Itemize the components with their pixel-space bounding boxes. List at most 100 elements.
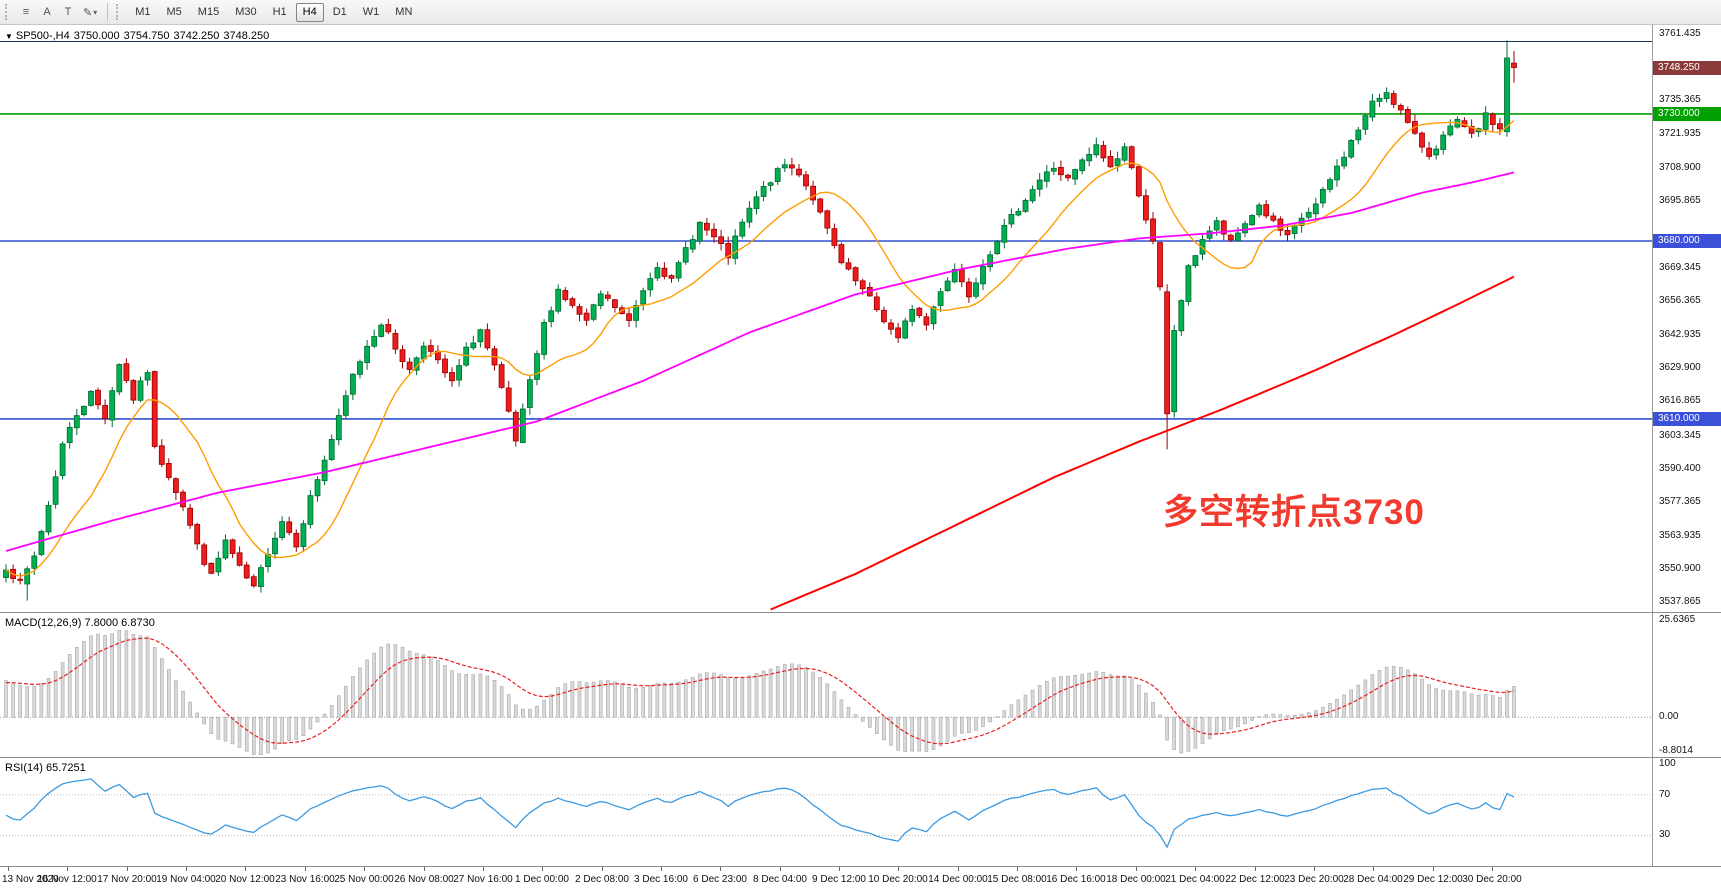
- ma-mid-line: [5, 171, 1515, 552]
- time-tick: [305, 867, 306, 871]
- timeframe-group: M1 M5 M15 M30 H1 H4 D1 W1 MN: [127, 2, 420, 22]
- close-value: 3748.250: [223, 30, 270, 42]
- panel-separator-macd[interactable]: [0, 612, 1721, 613]
- time-label: 20 Nov 12:00: [215, 874, 275, 885]
- low-value: 3742.250: [173, 30, 220, 42]
- price-badge-3610.000: 3610.000: [1653, 412, 1721, 426]
- macd-histogram: [4, 630, 1516, 755]
- price-axis-label: 3603.345: [1659, 430, 1701, 441]
- timeframe-button-m30[interactable]: M30: [228, 3, 263, 22]
- time-axis[interactable]: 13 Nov 2020 16 Nov 12:00 17 Nov 20:00 19 No…: [0, 867, 1721, 891]
- time-label: 10 Dec 20:00: [868, 874, 928, 885]
- price-axis-label: 3616.865: [1659, 395, 1701, 406]
- macd-panel[interactable]: [0, 613, 1652, 757]
- timeframe-button-mn[interactable]: MN: [388, 3, 419, 22]
- time-tick: [1017, 867, 1018, 871]
- time-tick: [720, 867, 721, 871]
- time-label: 25 Nov 00:00: [334, 874, 394, 885]
- time-tick: [1314, 867, 1315, 871]
- time-tick: [245, 867, 246, 871]
- time-label: 16 Nov 12:00: [37, 874, 97, 885]
- time-tick: [1433, 867, 1434, 871]
- timeframe-button-m15[interactable]: M15: [191, 3, 226, 22]
- chart-header: ▼ SP500-,H4 3750.000 3754.750 3742.250 3748.2…: [5, 30, 273, 42]
- timeframe-button-d1[interactable]: D1: [326, 3, 354, 22]
- macd-axis-label: -8.8014: [1659, 745, 1693, 756]
- timeframe-button-h1[interactable]: H1: [266, 3, 294, 22]
- price-axis[interactable]: 3761.435 3735.365 3721.935 3708.900 3695.865…: [1652, 25, 1721, 867]
- draw-tools-icon: ✎: [83, 6, 93, 19]
- time-tick: [661, 867, 662, 871]
- time-tick: [424, 867, 425, 871]
- menu-icon[interactable]: ≡: [16, 2, 36, 22]
- time-label: 13 Nov 2020: [2, 874, 59, 885]
- time-label: 21 Dec 04:00: [1165, 874, 1225, 885]
- price-badge-3730.000: 3730.000: [1653, 107, 1721, 121]
- price-axis-label: 3563.935: [1659, 530, 1701, 541]
- price-axis-label: 3695.865: [1659, 195, 1701, 206]
- time-label: 23 Nov 16:00: [275, 874, 335, 885]
- toolbar: ≡ A T ✎ ▾ M1 M5 M15 M30 H1 H4 D1 W1 MN: [0, 0, 1721, 25]
- macd-indicator-label: MACD(12,26,9) 7.8000 6.8730: [5, 617, 155, 629]
- chevron-down-icon: ▾: [93, 7, 98, 17]
- ma-fast-line: [5, 119, 1515, 578]
- time-label: 8 Dec 04:00: [753, 874, 807, 885]
- time-tick: [186, 867, 187, 871]
- rsi-axis-label: 70: [1659, 789, 1671, 800]
- rsi-line: [5, 778, 1515, 849]
- time-tick: [364, 867, 365, 871]
- text-tool-icon[interactable]: T: [58, 2, 78, 22]
- symbol-period-label: SP500-,H4: [15, 30, 70, 42]
- time-label: 28 Dec 04:00: [1343, 874, 1403, 885]
- time-label: 27 Nov 16:00: [453, 874, 513, 885]
- price-axis-label: 3590.400: [1659, 463, 1701, 474]
- time-tick: [483, 867, 484, 871]
- panel-separator-timeaxis: [0, 866, 1721, 867]
- time-label: 14 Dec 00:00: [928, 874, 988, 885]
- time-tick: [898, 867, 899, 871]
- timeframe-button-w1[interactable]: W1: [356, 3, 387, 22]
- arrow-tool-icon[interactable]: A: [37, 2, 57, 22]
- time-label: 2 Dec 08:00: [575, 874, 629, 885]
- price-axis-label: 3761.435: [1659, 28, 1701, 39]
- price-axis-label: 3537.865: [1659, 596, 1701, 607]
- time-tick: [1255, 867, 1256, 871]
- panel-separator-rsi[interactable]: [0, 757, 1721, 758]
- timeframe-button-m5[interactable]: M5: [160, 3, 189, 22]
- candles-layer: [3, 40, 1517, 601]
- price-chart[interactable]: [0, 25, 1652, 612]
- time-label: 6 Dec 23:00: [693, 874, 747, 885]
- time-tick: [780, 867, 781, 871]
- annotation-text: 多空转折点3730: [1163, 493, 1425, 532]
- price-axis-label: 3708.900: [1659, 162, 1701, 173]
- timeframe-button-h4[interactable]: H4: [295, 2, 324, 22]
- price-axis-label: 3550.900: [1659, 563, 1701, 574]
- time-label: 16 Dec 16:00: [1046, 874, 1106, 885]
- time-label: 30 Dec 20:00: [1462, 874, 1522, 885]
- time-tick: [839, 867, 840, 871]
- time-label: 1 Dec 00:00: [515, 874, 569, 885]
- time-label: 3 Dec 16:00: [634, 874, 688, 885]
- time-tick: [1195, 867, 1196, 871]
- macd-signal-line: [5, 637, 1515, 745]
- price-axis-label: 3656.365: [1659, 295, 1701, 306]
- price-axis-label: 3721.935: [1659, 128, 1701, 139]
- rsi-indicator-label: RSI(14) 65.7251: [5, 762, 86, 774]
- toolbar-drag-handle[interactable]: [5, 4, 11, 20]
- price-axis-label: 3735.365: [1659, 94, 1701, 105]
- price-badge-3680.000: 3680.000: [1653, 234, 1721, 248]
- draw-tools-dropdown[interactable]: ✎ ▾: [79, 2, 101, 22]
- time-tick: [1492, 867, 1493, 871]
- macd-axis-label: 25.6365: [1659, 614, 1696, 625]
- macd-axis-label: 0.00: [1659, 711, 1679, 722]
- collapse-triangle-icon[interactable]: ▼: [5, 32, 13, 41]
- timeframe-group-handle[interactable]: [116, 4, 122, 20]
- time-tick: [8, 867, 9, 871]
- time-tick: [127, 867, 128, 871]
- high-value: 3754.750: [123, 30, 170, 42]
- time-label: 18 Dec 00:00: [1106, 874, 1166, 885]
- time-label: 22 Dec 12:00: [1225, 874, 1285, 885]
- rsi-panel[interactable]: [0, 758, 1652, 866]
- timeframe-button-m1[interactable]: M1: [128, 3, 157, 22]
